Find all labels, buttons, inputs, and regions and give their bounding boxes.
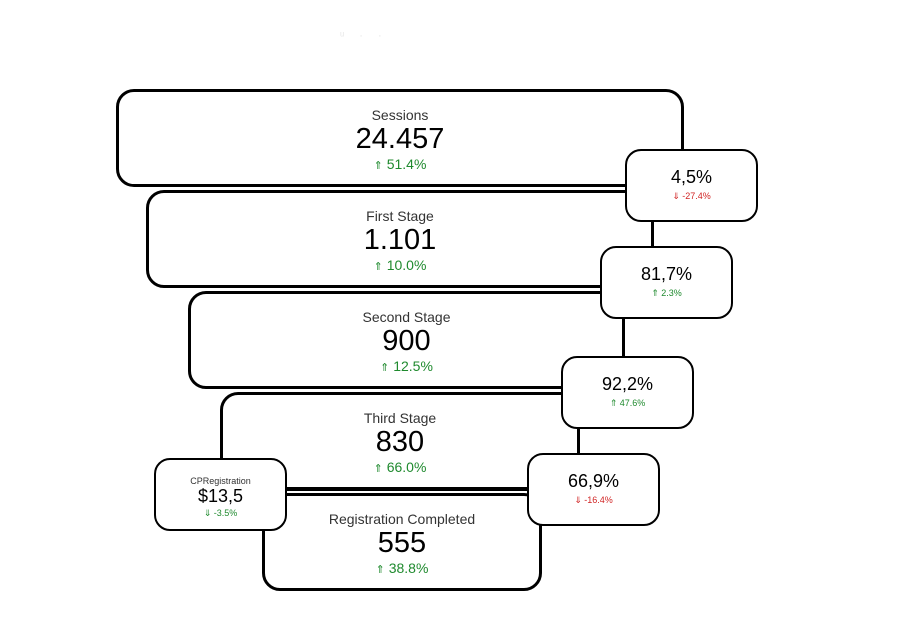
faint-title: ᵘ · · [340,30,388,42]
arrow-up-icon: ⇑ [380,362,390,374]
conversion-rate-sessions-first[interactable]: 4,5% ⇓ -27.4% [625,149,758,222]
stage-value: 24.457 [355,123,445,155]
conversion-rate-first-second[interactable]: 81,7% ⇑ 2.3% [600,246,733,319]
stage-change: ⇑ 38.8% [375,560,429,576]
cpr-value: $13,5 [197,486,244,506]
cpr-change: ⇓ -3.5% [203,508,238,518]
conversion-value: 81,7% [640,264,693,284]
stage-label: Second Stage [362,309,451,325]
conversion-value: 4,5% [670,167,713,187]
arrow-up-icon: ⇑ [609,398,618,408]
funnel-stage-registration-completed[interactable]: Registration Completed 555 ⇑ 38.8% [262,493,542,591]
arrow-down-icon: ⇓ [574,495,582,505]
stage-change: ⇑ 12.5% [380,358,433,374]
conversion-value: 66,9% [567,471,620,491]
stage-label: Registration Completed [328,511,476,527]
stage-change: ⇑ 66.0% [373,459,427,475]
conversion-rate-second-third[interactable]: 92,2% ⇑ 47.6% [561,356,694,429]
stage-value: 900 [382,325,431,357]
stage-value: 1.101 [363,224,437,256]
funnel-stage-sessions[interactable]: Sessions 24.457 ⇑ 51.4% [116,89,684,187]
stage-label: Sessions [371,107,429,123]
arrow-up-icon: ⇑ [373,463,383,475]
stage-change: ⇑ 10.0% [373,257,427,273]
conversion-value: 92,2% [601,374,654,394]
conversion-change: ⇓ -27.4% [672,191,711,201]
arrow-up-icon: ⇑ [375,564,385,576]
arrow-down-icon: ⇓ [672,191,680,201]
stage-value: 830 [375,426,425,458]
funnel-stage-first[interactable]: First Stage 1.101 ⇑ 10.0% [146,190,654,288]
arrow-up-icon: ⇑ [651,288,659,298]
conversion-change: ⇑ 2.3% [651,288,682,298]
funnel-stage-second[interactable]: Second Stage 900 ⇑ 12.5% [188,291,625,389]
arrow-down-icon: ⇓ [203,508,212,518]
conversion-change: ⇑ 47.6% [609,398,646,408]
stage-value: 555 [377,527,427,559]
conversion-rate-third-completed[interactable]: 66,9% ⇓ -16.4% [527,453,660,526]
stage-change: ⇑ 51.4% [373,156,427,172]
arrow-up-icon: ⇑ [373,160,383,172]
cost-per-registration[interactable]: CPRegistration $13,5 ⇓ -3.5% [154,458,287,531]
cpr-label: CPRegistration [190,476,251,486]
conversion-change: ⇓ -16.4% [574,495,613,505]
stage-label: Third Stage [363,410,437,426]
stage-label: First Stage [366,208,434,224]
arrow-up-icon: ⇑ [373,261,383,273]
